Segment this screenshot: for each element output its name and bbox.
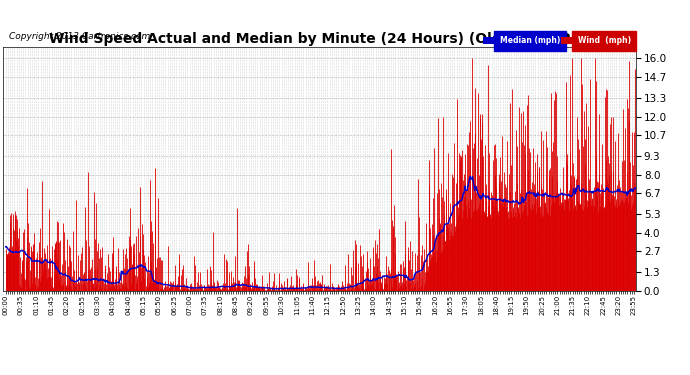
Text: Copyright 2013 Cartronics.com: Copyright 2013 Cartronics.com bbox=[9, 32, 150, 41]
Title: Wind Speed Actual and Median by Minute (24 Hours) (Old) 20131221: Wind Speed Actual and Median by Minute (… bbox=[49, 32, 591, 46]
Legend: Median (mph), Wind  (mph): Median (mph), Wind (mph) bbox=[482, 35, 632, 47]
